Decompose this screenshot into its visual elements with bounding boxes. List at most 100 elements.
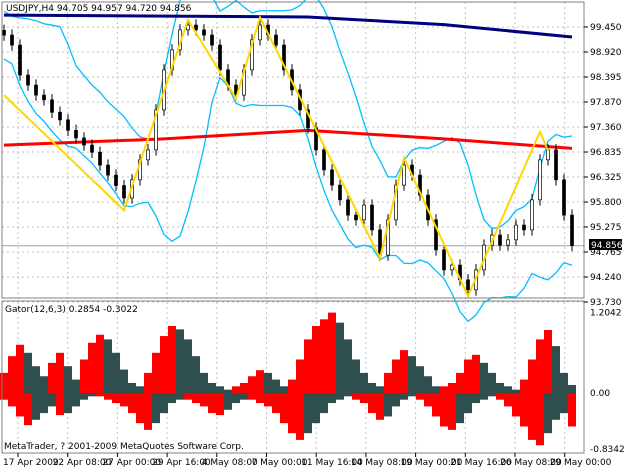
- price-panel[interactable]: [2, 0, 574, 323]
- gator-lower-bar: [416, 393, 424, 400]
- gator-upper-bar: [64, 366, 72, 393]
- candle-body: [322, 149, 326, 171]
- gator-lower-bar: [336, 393, 344, 400]
- gator-lower-bar: [472, 393, 480, 404]
- candle-body: [498, 234, 502, 246]
- current-price-label: 94.856: [591, 241, 623, 251]
- gator-upper-bar: [560, 372, 568, 393]
- gator-panel[interactable]: [0, 312, 576, 446]
- candle-body: [434, 219, 438, 251]
- y-tick-label: 96.835: [590, 148, 622, 158]
- y-tick-label: 97.360: [590, 123, 622, 133]
- gator-tick-label: 0.00: [590, 389, 610, 399]
- gator-axis: 1.2042 0.00 -0.8342: [590, 308, 624, 455]
- gator-upper-bar: [384, 372, 392, 393]
- gator-lower-bar: [192, 393, 200, 404]
- gator-lower-bar: [424, 393, 432, 407]
- bollinger-upper: [3, 0, 573, 230]
- gator-upper-bar: [336, 322, 344, 393]
- candle-body: [402, 164, 406, 186]
- candle-body: [522, 224, 526, 231]
- y-tick-label: 93.730: [590, 298, 622, 308]
- gator-upper-bar: [312, 326, 320, 393]
- gator-upper-bar: [32, 366, 40, 393]
- candle-body: [514, 224, 518, 241]
- y-tick-label: 96.325: [590, 173, 622, 183]
- gator-upper-bar: [208, 382, 216, 393]
- y-tick-label: 99.450: [590, 23, 622, 33]
- gator-lower-bar: [360, 393, 368, 404]
- gator-upper-bar: [280, 386, 288, 393]
- candle-body: [506, 239, 510, 246]
- candle-body: [338, 184, 342, 201]
- gator-lower-bar: [272, 393, 280, 414]
- candle-body: [450, 264, 454, 271]
- gator-upper-bar: [440, 386, 448, 393]
- gator-upper-bar: [352, 359, 360, 393]
- candle-body: [2, 29, 6, 36]
- gator-upper-bar: [184, 339, 192, 393]
- gator-upper-bar: [80, 359, 88, 393]
- gator-upper-bar: [408, 356, 416, 393]
- gator-upper-bar: [56, 352, 64, 393]
- candle-body: [74, 129, 78, 139]
- gator-lower-bar: [488, 393, 496, 397]
- gator-upper-bar: [232, 386, 240, 393]
- candle-body: [26, 74, 30, 86]
- gator-tick-label: 1.2042: [590, 308, 622, 318]
- zigzag-line: [3, 14, 549, 299]
- gator-lower-bar: [456, 393, 464, 424]
- gator-upper-bar: [288, 379, 296, 393]
- gator-lower-bar: [304, 393, 312, 434]
- gator-upper-bar: [480, 362, 488, 393]
- x-tick-label: 27 Apr 00:00: [102, 458, 161, 468]
- slow-moving-average: [3, 13, 573, 39]
- gator-lower-bar: [384, 393, 392, 417]
- x-tick-label: 19 May 00:00: [401, 458, 463, 468]
- y-tick-label: 98.920: [590, 48, 622, 58]
- gator-lower-bar: [432, 393, 440, 417]
- candle-body: [346, 199, 350, 216]
- current-price-box: [589, 239, 622, 250]
- gator-upper-bar: [0, 372, 8, 393]
- x-tick-label: 22 Apr 08:00: [53, 458, 112, 468]
- gator-upper-bar: [432, 386, 440, 393]
- candle-body: [82, 137, 86, 146]
- gator-lower-bar: [112, 393, 120, 404]
- indicator-label: Gator(12,6,3) 0.2854 -0.3022: [5, 305, 138, 315]
- candle-body: [114, 174, 118, 186]
- gator-lower-bar: [64, 393, 72, 414]
- x-tick-label: 7 May 00:00: [252, 458, 308, 468]
- gator-lower-bar: [512, 393, 520, 417]
- gator-upper-bar: [168, 326, 176, 393]
- gator-upper-bar: [48, 362, 56, 393]
- candle-body: [186, 24, 190, 31]
- gator-lower-bar: [312, 393, 320, 424]
- y-tick-label: 95.275: [590, 223, 622, 233]
- gator-lower-bar: [232, 393, 240, 404]
- gator-upper-bar: [416, 366, 424, 393]
- gator-lower-bar: [0, 393, 8, 400]
- x-tick-label: 14 May 08:00: [351, 458, 413, 468]
- gator-upper-bar: [520, 379, 528, 393]
- gator-lower-bar: [72, 393, 80, 407]
- gator-upper-bar: [152, 352, 160, 393]
- bollinger-lower: [3, 58, 573, 323]
- gator-lower-bar: [176, 393, 184, 400]
- x-tick-label: 21 May 16:00: [450, 458, 512, 468]
- gator-lower-bar: [296, 393, 304, 440]
- y-tick-label: 97.870: [590, 98, 622, 108]
- candle-body: [98, 151, 102, 166]
- gator-upper-bar: [224, 389, 232, 393]
- gator-lower-bar: [48, 393, 56, 407]
- candle-body: [442, 249, 446, 271]
- price-axis: 99.450 98.920 98.395 97.870 97.360 96.835 96.3…: [584, 23, 622, 308]
- gator-lower-bar: [320, 393, 328, 414]
- x-tick-label: 11 May 16:00: [301, 458, 363, 468]
- gator-upper-bar: [24, 352, 32, 393]
- candle-body: [530, 199, 534, 231]
- gator-upper-bar: [128, 382, 136, 393]
- gator-lower-bar: [120, 393, 128, 407]
- gator-upper-bar: [144, 372, 152, 393]
